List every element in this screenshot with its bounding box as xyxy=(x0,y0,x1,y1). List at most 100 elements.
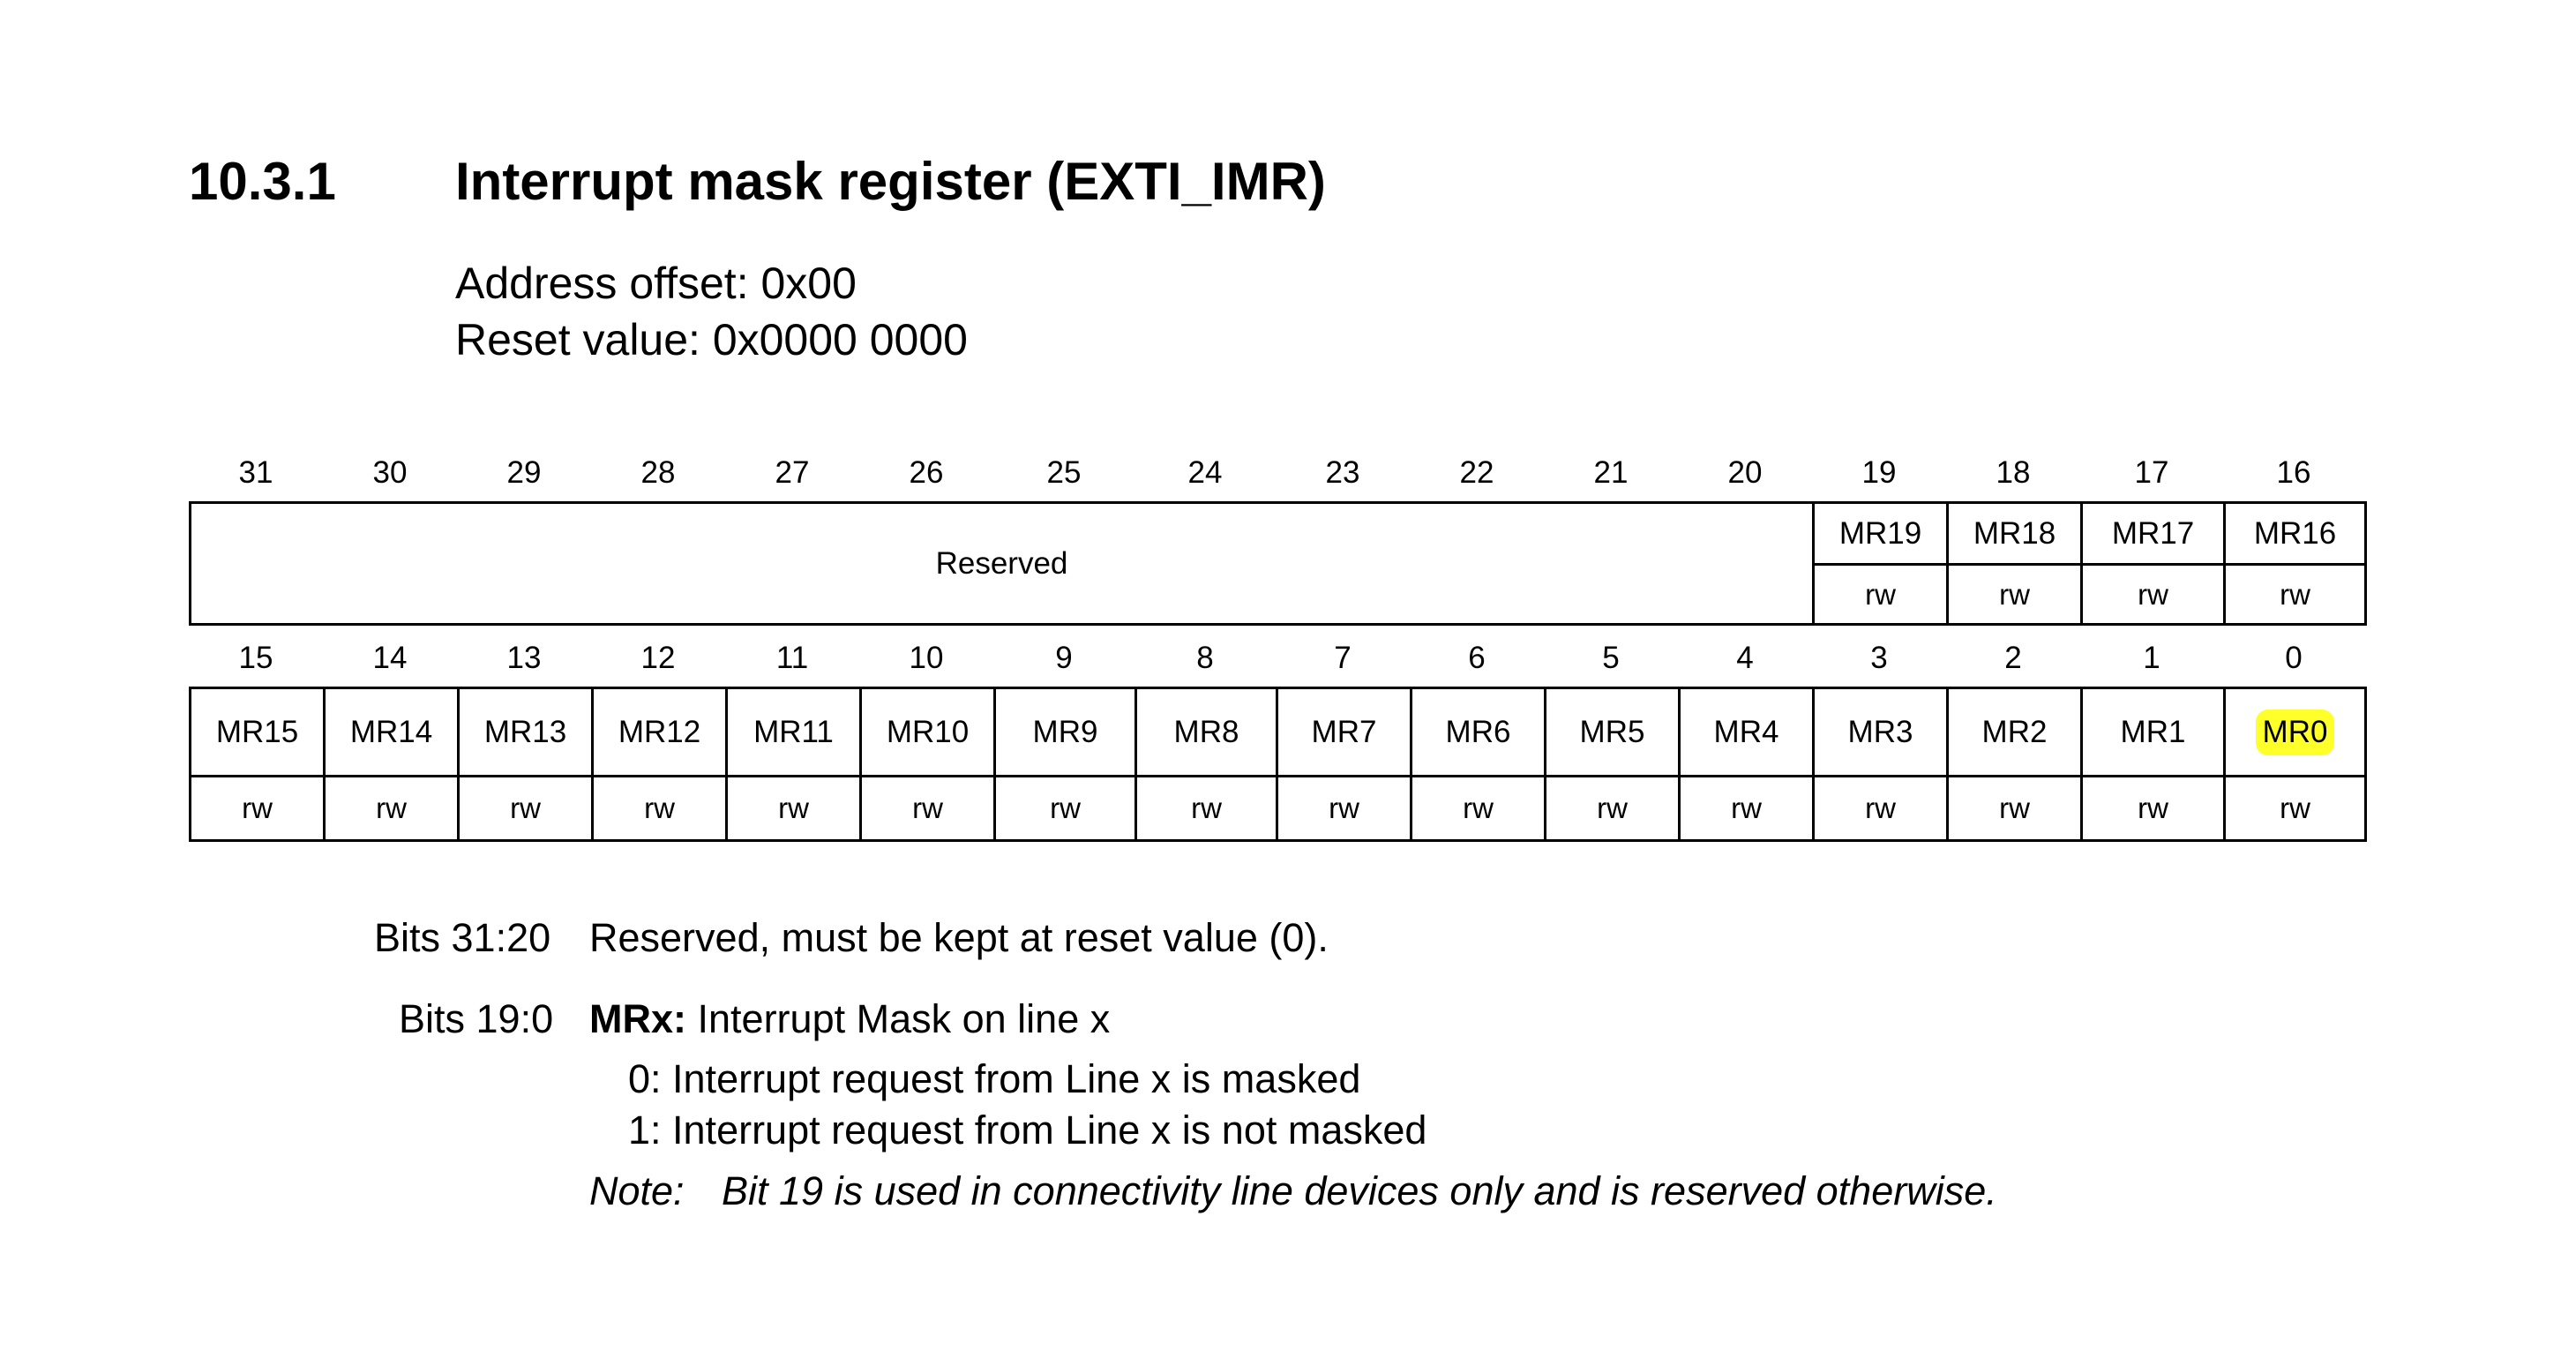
upper-bit-number: 28 xyxy=(640,455,676,490)
field-mr1-label: MR1 xyxy=(2120,714,2186,749)
lower-bit-number: 4 xyxy=(1736,641,1754,675)
access-mr9-label: rw xyxy=(1050,792,1081,824)
access-mr8: rw xyxy=(1134,775,1278,842)
lower-bit-number: 0 xyxy=(2285,641,2303,675)
field-mr19-label: MR19 xyxy=(1838,515,1922,551)
access-mr1: rw xyxy=(2080,775,2226,842)
field-meaning: Interrupt Mask on line x xyxy=(697,996,1111,1041)
bits-19-0-description: MRx: Interrupt Mask on line x xyxy=(589,999,1110,1039)
lower-bit-number: 15 xyxy=(238,641,273,675)
field-mr12-label: MR12 xyxy=(618,714,701,749)
access-mr0: rw xyxy=(2223,775,2367,842)
upper-bit-number: 16 xyxy=(2276,455,2311,490)
field-mr11-label: MR11 xyxy=(753,714,834,749)
access-mr2-label: rw xyxy=(1999,792,2030,824)
field-mr3-label: MR3 xyxy=(1847,714,1913,749)
lower-bit-number: 8 xyxy=(1196,641,1214,675)
field-mr3: MR3 xyxy=(1812,687,1949,777)
access-mr10: rw xyxy=(859,775,996,842)
lower-bit-number: 7 xyxy=(1334,641,1352,675)
upper-bit-number: 30 xyxy=(372,455,408,490)
upper-bit-number: 27 xyxy=(775,455,810,490)
access-mr18-label: rw xyxy=(1999,577,2030,611)
field-mr14: MR14 xyxy=(323,687,460,777)
field-mr4-label: MR4 xyxy=(1713,714,1779,749)
field-mr19: MR19 xyxy=(1812,501,1949,566)
access-mr3-label: rw xyxy=(1865,792,1896,824)
lower-bit-number: 13 xyxy=(506,641,542,675)
field-mr5: MR5 xyxy=(1544,687,1681,777)
access-mr0-label: rw xyxy=(2280,792,2310,824)
access-mr18: rw xyxy=(1946,563,2083,626)
upper-bit-number: 29 xyxy=(506,455,542,490)
field-mr2: MR2 xyxy=(1946,687,2083,777)
field-mr14-label: MR14 xyxy=(349,714,433,749)
upper-bit-number: 23 xyxy=(1325,455,1360,490)
reserved-field-label: Reserved xyxy=(935,545,1068,581)
access-mr11: rw xyxy=(725,775,862,842)
note-text: Bit 19 is used in connectivity line devi… xyxy=(722,1168,1997,1213)
lower-bit-number: 12 xyxy=(640,641,676,675)
field-mr1: MR1 xyxy=(2080,687,2226,777)
field-mr12: MR12 xyxy=(591,687,728,777)
access-mr14-label: rw xyxy=(376,792,407,824)
field-mr5-label: MR5 xyxy=(1579,714,1645,749)
bits-19-0-label: Bits 19:0 xyxy=(399,996,554,1041)
lower-bit-number: 5 xyxy=(1602,641,1620,675)
field-mr6: MR6 xyxy=(1410,687,1546,777)
access-mr13: rw xyxy=(457,775,594,842)
access-mr14: rw xyxy=(323,775,460,842)
field-mr17: MR17 xyxy=(2080,501,2226,566)
access-mr16-label: rw xyxy=(2280,577,2310,611)
field-mr11: MR11 xyxy=(725,687,862,777)
field-mr13-label: MR13 xyxy=(483,714,567,749)
value-1-description: 1: Interrupt request from Line x is not … xyxy=(628,1107,1427,1153)
field-mr18-label: MR18 xyxy=(1973,515,2056,551)
access-mr5-label: rw xyxy=(1597,792,1628,824)
field-mr4: MR4 xyxy=(1678,687,1815,777)
access-mr6: rw xyxy=(1410,775,1546,842)
field-mr9: MR9 xyxy=(993,687,1137,777)
access-mr3: rw xyxy=(1812,775,1949,842)
field-mr0: MR0 xyxy=(2223,687,2367,777)
address-offset: Address offset: 0x00 xyxy=(455,259,857,308)
field-mr6-label: MR6 xyxy=(1445,714,1511,749)
lower-bit-number: 11 xyxy=(775,641,809,675)
reserved-field: Reserved xyxy=(189,501,1815,626)
bits-31-20-label: Bits 31:20 xyxy=(374,915,551,960)
access-mr17: rw xyxy=(2080,563,2226,626)
access-mr4: rw xyxy=(1678,775,1815,842)
upper-bit-number: 25 xyxy=(1046,455,1082,490)
field-mr10: MR10 xyxy=(859,687,996,777)
upper-bit-number: 24 xyxy=(1187,455,1223,490)
value-0-description: 0: Interrupt request from Line x is mask… xyxy=(628,1056,1361,1101)
lower-bit-number: 6 xyxy=(1468,641,1486,675)
field-mr15: MR15 xyxy=(189,687,326,777)
access-mr5: rw xyxy=(1544,775,1681,842)
access-mr12-label: rw xyxy=(644,792,675,824)
upper-bit-number: 20 xyxy=(1727,455,1763,490)
access-mr2: rw xyxy=(1946,775,2083,842)
lower-bit-number: 3 xyxy=(1870,641,1888,675)
access-mr9: rw xyxy=(993,775,1137,842)
note-label: Note: xyxy=(589,1168,685,1213)
field-mr16: MR16 xyxy=(2223,501,2367,566)
field-mr17-label: MR17 xyxy=(2111,515,2195,551)
section-number: 10.3.1 xyxy=(189,152,336,211)
upper-bit-number: 26 xyxy=(909,455,944,490)
section-title: Interrupt mask register (EXTI_IMR) xyxy=(455,152,1326,211)
access-mr7-label: rw xyxy=(1329,792,1359,824)
lower-bit-number: 9 xyxy=(1055,641,1073,675)
field-mr18: MR18 xyxy=(1946,501,2083,566)
field-mr16-label: MR16 xyxy=(2253,515,2337,551)
access-mr1-label: rw xyxy=(2138,792,2168,824)
lower-bit-number: 2 xyxy=(2004,641,2022,675)
lower-bit-number: 14 xyxy=(372,641,408,675)
upper-bit-number: 17 xyxy=(2134,455,2169,490)
upper-bit-number: 19 xyxy=(1861,455,1897,490)
field-mr0-label: MR0 xyxy=(2255,709,2335,755)
access-mr12: rw xyxy=(591,775,728,842)
field-mr10-label: MR10 xyxy=(886,714,970,749)
access-mr10-label: rw xyxy=(912,792,943,824)
field-mr2-label: MR2 xyxy=(1981,714,2048,749)
